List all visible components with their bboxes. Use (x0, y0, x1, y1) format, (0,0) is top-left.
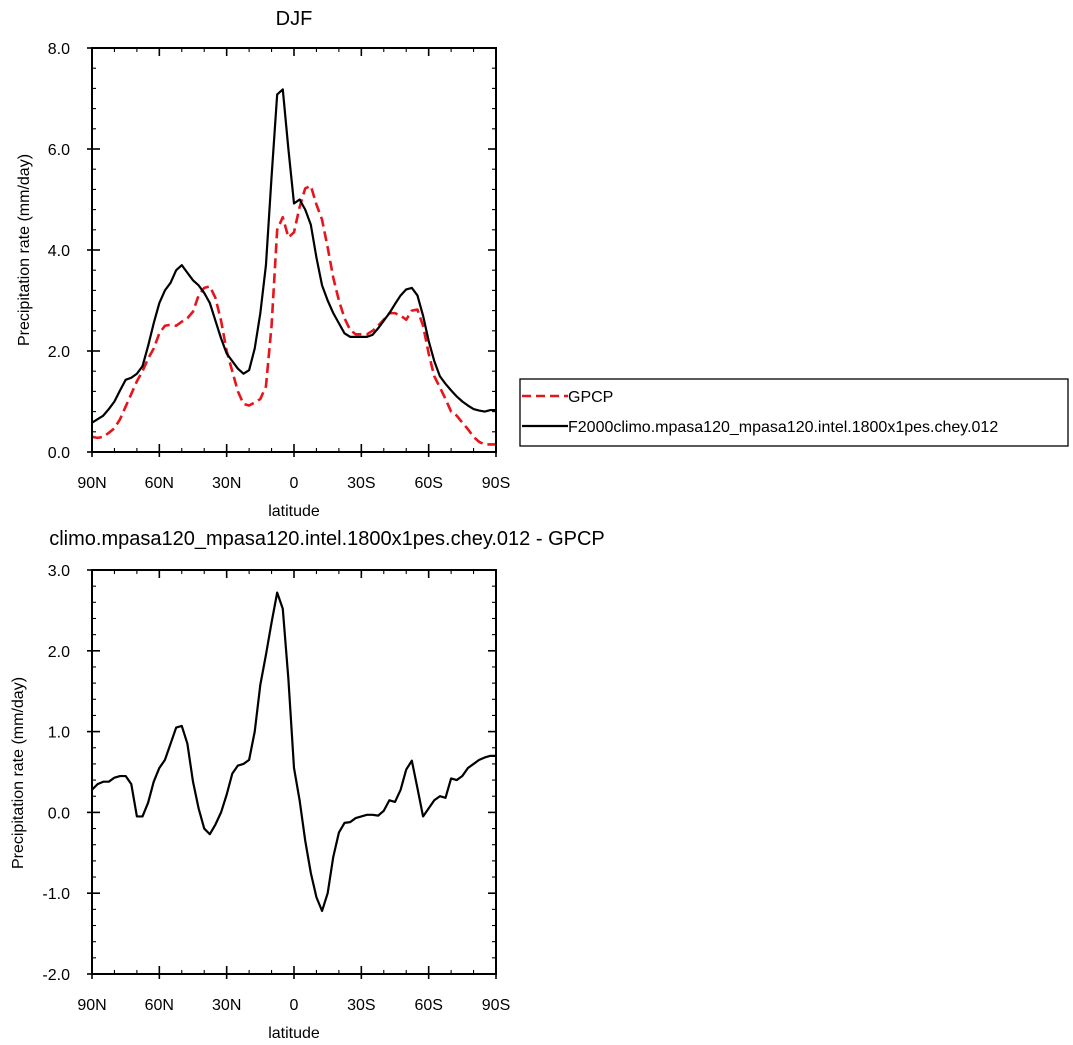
legend-label-gpcp: GPCP (568, 389, 613, 406)
top-y-tick-label: 6.0 (48, 142, 70, 159)
bottom-chart-title: climo.mpasa120_mpasa120.intel.1800x1pes.… (49, 528, 605, 550)
bottom-plot-frame (91, 569, 497, 975)
bottom-panel: climo.mpasa120_mpasa120.intel.1800x1pes.… (10, 528, 605, 1042)
bottom-axis-ticks (87, 569, 497, 979)
bottom-y-tick-label: 1.0 (48, 725, 70, 742)
top-x-tick-label: 90N (77, 475, 106, 492)
bottom-y-tick-label: 3.0 (48, 563, 70, 580)
legend-box (519, 378, 1069, 447)
top-series-line-gpcp (91, 184, 496, 446)
top-y-tick-label: 8.0 (48, 41, 70, 58)
top-series-layer (91, 88, 496, 446)
top-x-tick-label: 90S (482, 475, 510, 492)
top-x-tick-labels: 90N 60N 30N 0 30S 60S 90S (77, 475, 510, 492)
top-series-line-f2000climo-mpasa120-mpas (91, 88, 496, 424)
top-y-tick-label: 2.0 (48, 344, 70, 361)
bottom-series-layer (91, 591, 496, 913)
bottom-x-tick-labels: 90N 60N 30N 0 30S 60S 90S (77, 997, 510, 1014)
top-chart-title: DJF (276, 8, 313, 30)
top-y-tick-label: 4.0 (48, 243, 70, 260)
bottom-series-line-difference (91, 591, 496, 913)
bottom-y-tick-label: 0.0 (48, 805, 70, 822)
top-x-axis-label: latitude (268, 503, 320, 520)
top-x-tick-label: 0 (290, 475, 299, 492)
bottom-x-tick-label: 60N (145, 997, 174, 1014)
legend: GPCP F2000climo.mpasa120_mpasa120.intel.… (519, 378, 1069, 447)
bottom-x-tick-label: 0 (290, 997, 299, 1014)
top-x-tick-label: 60S (414, 475, 442, 492)
top-plot-frame (91, 47, 497, 453)
bottom-x-tick-label: 90S (482, 997, 510, 1014)
bottom-y-tick-label: -2.0 (42, 967, 70, 984)
top-y-tick-labels: 0.0 2.0 4.0 6.0 8.0 (48, 41, 70, 462)
bottom-y-tick-labels: -2.0 -1.0 0.0 1.0 2.0 3.0 (42, 563, 70, 984)
top-panel: DJF 0.0 2.0 4.0 6.0 8.0 90N 60N 30N 0 30… (16, 8, 510, 520)
top-axis-ticks (87, 47, 497, 457)
bottom-y-axis-label: Precipitation rate (mm/day) (10, 677, 27, 869)
bottom-y-tick-label: -1.0 (42, 886, 70, 903)
bottom-x-tick-label: 60S (414, 997, 442, 1014)
bottom-x-tick-label: 30N (212, 997, 241, 1014)
bottom-x-tick-label: 30S (347, 997, 375, 1014)
top-x-tick-label: 30S (347, 475, 375, 492)
bottom-x-axis-label: latitude (268, 1025, 320, 1042)
top-x-tick-label: 30N (212, 475, 241, 492)
top-y-axis-label: Precipitation rate (mm/day) (16, 154, 33, 346)
bottom-x-tick-label: 90N (77, 997, 106, 1014)
legend-label-model: F2000climo.mpasa120_mpasa120.intel.1800x… (568, 419, 998, 436)
top-x-tick-label: 60N (145, 475, 174, 492)
bottom-y-tick-label: 2.0 (48, 644, 70, 661)
top-y-tick-label: 0.0 (48, 445, 70, 462)
